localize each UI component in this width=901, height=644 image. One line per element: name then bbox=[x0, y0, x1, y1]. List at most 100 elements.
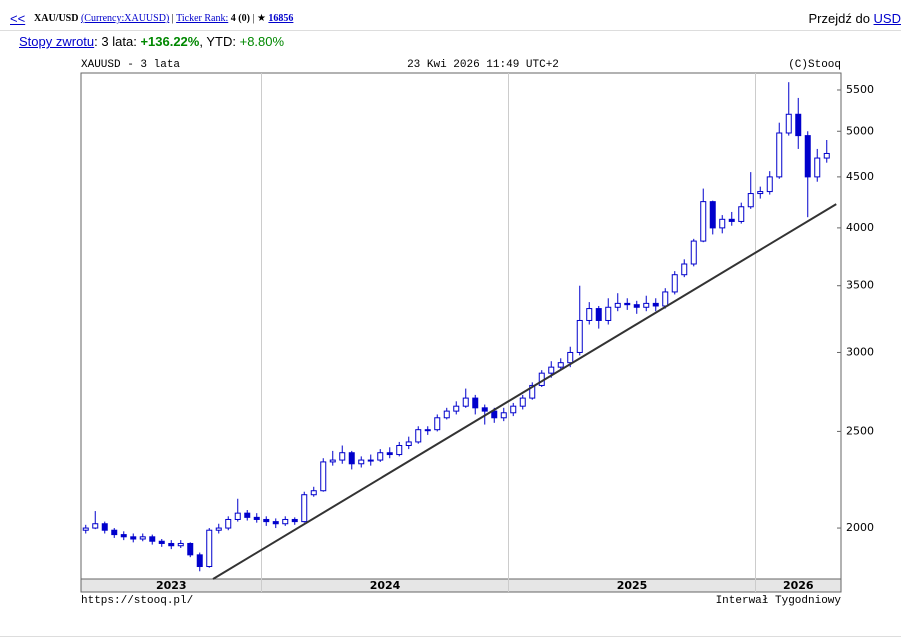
y-tick-label: 5500 bbox=[846, 83, 874, 96]
candle-body bbox=[424, 429, 431, 432]
candle-body bbox=[681, 263, 688, 276]
candle-body bbox=[662, 291, 669, 307]
candle-body bbox=[804, 135, 811, 178]
ytd-label: YTD: bbox=[206, 34, 236, 49]
goto-link[interactable]: USD bbox=[873, 11, 901, 26]
candle-body bbox=[548, 366, 555, 374]
trendline bbox=[212, 203, 837, 580]
returns-link[interactable]: Stopy zwrotu bbox=[19, 34, 95, 49]
candle-body bbox=[339, 452, 346, 461]
candle-body bbox=[690, 240, 697, 265]
candle-body bbox=[462, 397, 469, 407]
candle-body bbox=[215, 527, 222, 531]
y-tick-label: 3500 bbox=[846, 279, 874, 292]
candle-body bbox=[272, 521, 279, 525]
candle-body bbox=[111, 529, 118, 536]
candle-body bbox=[367, 459, 374, 462]
candle-body bbox=[500, 412, 507, 419]
candle-body bbox=[671, 274, 678, 293]
y-tick-label: 5000 bbox=[846, 124, 874, 137]
candle-body bbox=[481, 407, 488, 412]
candle-body bbox=[139, 536, 146, 540]
candle-body bbox=[225, 518, 232, 529]
candle-body bbox=[719, 218, 726, 229]
y-tick-label: 4500 bbox=[846, 170, 874, 183]
x-tick-label: 2023 bbox=[156, 579, 187, 592]
chart: XAUUSD - 3 lata 23 Kwi 2026 11:49 UTC+2 … bbox=[80, 59, 874, 607]
candle-body bbox=[747, 193, 754, 208]
candle-body bbox=[320, 461, 327, 492]
candle-body bbox=[263, 518, 270, 523]
candle-body bbox=[453, 405, 460, 412]
candle-body bbox=[557, 362, 564, 368]
candle-body bbox=[709, 201, 716, 229]
candle-body bbox=[329, 459, 336, 463]
candle-body bbox=[234, 512, 241, 520]
goto: Przejdź do USD bbox=[809, 11, 901, 26]
candle-body bbox=[158, 540, 165, 544]
ytd-value: +8.80% bbox=[239, 34, 285, 49]
candle-body bbox=[177, 542, 184, 547]
candle-body bbox=[728, 218, 735, 222]
candle-body bbox=[605, 306, 612, 321]
ticker-bar: << XAU/USD (Currency:XAUUSD) | Ticker Ra… bbox=[0, 8, 901, 31]
candle-body bbox=[633, 304, 640, 308]
candle-body bbox=[187, 542, 194, 556]
candle-body bbox=[396, 445, 403, 456]
interval: Interwał Tygodniowy bbox=[716, 595, 842, 607]
candle-body bbox=[92, 523, 99, 529]
ticker: XAU/USD bbox=[34, 13, 79, 24]
candle-body bbox=[757, 191, 764, 195]
candle-body bbox=[614, 302, 621, 308]
candle-body bbox=[120, 534, 127, 538]
candle-body bbox=[472, 397, 479, 409]
candle-body bbox=[823, 152, 830, 159]
period-value: +136.22% bbox=[140, 34, 200, 49]
candle-body bbox=[101, 523, 108, 531]
x-tick-label: 2024 bbox=[370, 579, 401, 592]
stars-link[interactable]: 16856 bbox=[268, 13, 294, 24]
candle-body bbox=[168, 542, 175, 547]
candle-body bbox=[814, 157, 821, 178]
candle-body bbox=[130, 536, 137, 540]
candle-body bbox=[738, 206, 745, 222]
candle-body bbox=[291, 518, 298, 523]
candle-body bbox=[700, 201, 707, 242]
y-tick-label: 2000 bbox=[846, 521, 874, 534]
y-tick-label: 3000 bbox=[846, 345, 874, 358]
candle-body bbox=[766, 176, 773, 193]
candle-body bbox=[377, 452, 384, 461]
chart-date: 23 Kwi 2026 11:49 UTC+2 bbox=[407, 59, 559, 71]
returns: Stopy zwrotu: 3 lata: +136.22%, YTD: +8.… bbox=[19, 34, 285, 49]
candle-body bbox=[415, 429, 422, 443]
back-link[interactable]: << bbox=[10, 11, 26, 26]
candle-body bbox=[386, 452, 393, 456]
candle-body bbox=[624, 302, 631, 306]
candle-body bbox=[795, 113, 802, 137]
period: 3 lata: bbox=[101, 34, 137, 49]
bottom-divider bbox=[0, 636, 901, 637]
goto-label: Przejdź do bbox=[808, 11, 870, 26]
candle-body bbox=[282, 518, 289, 525]
candle-body bbox=[348, 452, 355, 465]
plot-frame bbox=[80, 72, 842, 580]
chart-source: (C)Stooq bbox=[788, 59, 841, 71]
ticker-info: XAU/USD (Currency:XAUUSD) | Ticker Rank:… bbox=[34, 13, 294, 24]
rank-link[interactable]: Ticker Rank: bbox=[176, 13, 229, 24]
candle-body bbox=[443, 410, 450, 419]
candle-body bbox=[310, 490, 317, 496]
candle-body bbox=[510, 405, 517, 414]
currency-link[interactable]: (Currency:XAUUSD) bbox=[80, 13, 170, 24]
x-axis-band bbox=[80, 578, 842, 593]
candle-body bbox=[301, 494, 308, 523]
candle-body bbox=[643, 302, 650, 308]
candle-body bbox=[244, 512, 251, 518]
candle-body bbox=[652, 302, 659, 307]
candle-body bbox=[567, 351, 574, 364]
candle-body bbox=[358, 459, 365, 465]
rank: 4 (0) bbox=[230, 13, 250, 24]
candle-body bbox=[149, 536, 156, 542]
candle-body bbox=[519, 397, 526, 407]
candle-body bbox=[785, 113, 792, 134]
